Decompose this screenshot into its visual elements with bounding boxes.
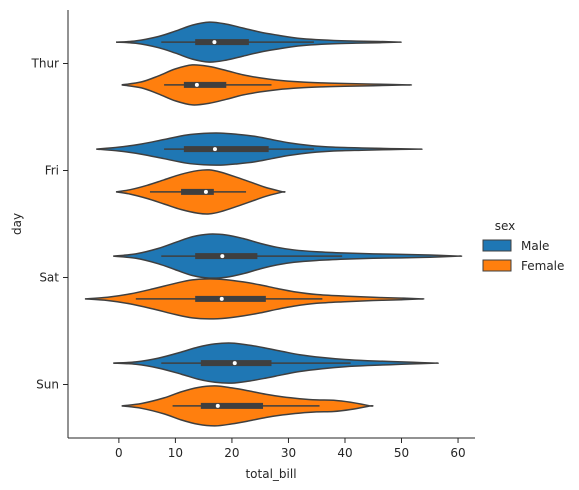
violin-iqr-box xyxy=(195,295,266,302)
x-ticks: 0 10 20 30 40 50 60 xyxy=(115,438,466,460)
violin-median-point xyxy=(232,361,237,366)
y-axis-label: day xyxy=(10,213,24,235)
x-tick: 10 xyxy=(168,438,183,460)
x-axis-label: total_bill xyxy=(245,467,296,481)
legend-item-male: Male xyxy=(482,239,549,253)
violin-iqr-box xyxy=(200,402,264,409)
violin-iqr-box xyxy=(195,39,249,46)
legend-swatch xyxy=(482,239,512,252)
x-tick-label: 50 xyxy=(394,446,409,460)
violin-female-thur xyxy=(121,64,413,106)
legend-items: Male Female xyxy=(482,239,564,273)
legend: sex Male Female xyxy=(482,219,564,273)
legend-label: Male xyxy=(521,239,549,253)
y-tick-label: Fri xyxy=(45,164,59,178)
x-tick: 60 xyxy=(450,438,466,460)
y-tick-label: Sun xyxy=(36,378,59,392)
violin-iqr-box xyxy=(183,146,269,153)
x-tick-label: 60 xyxy=(450,446,465,460)
violin-male-sat xyxy=(113,233,463,279)
violin-median-point xyxy=(219,296,224,301)
violin-female-sat xyxy=(84,278,425,320)
violin-male-fri xyxy=(96,132,423,166)
x-tick: 0 xyxy=(115,438,123,460)
legend-swatch xyxy=(482,259,512,272)
y-tick: Thur xyxy=(31,57,68,71)
legend-label: Female xyxy=(521,259,564,273)
violin-iqr-box xyxy=(181,188,214,195)
y-tick: Sun xyxy=(36,378,68,392)
violin-iqr-box xyxy=(183,81,227,88)
y-tick-label: Thur xyxy=(31,57,60,71)
violin-median-point xyxy=(212,147,217,152)
violin-female-sun xyxy=(121,385,374,427)
axes-layer xyxy=(67,10,475,439)
x-tick: 40 xyxy=(337,438,353,460)
legend-item-female: Female xyxy=(482,259,564,273)
x-tick-label: 40 xyxy=(337,446,352,460)
violin-female-fri xyxy=(115,169,286,215)
x-tick-label: 0 xyxy=(115,446,123,460)
x-tick: 30 xyxy=(281,438,296,460)
violin-iqr-box xyxy=(195,253,258,260)
violins-layer xyxy=(84,21,463,427)
y-tick: Fri xyxy=(45,164,68,178)
violin-male-thur xyxy=(116,21,402,63)
violin-median-point xyxy=(212,40,217,45)
x-tick-label: 30 xyxy=(281,446,296,460)
y-tick-label: Sat xyxy=(39,271,59,285)
violin-median-point xyxy=(215,403,220,408)
violin-median-point xyxy=(220,254,225,259)
violin-median-point xyxy=(194,82,199,87)
legend-title: sex xyxy=(495,219,516,233)
x-tick-label: 10 xyxy=(168,446,183,460)
violin-median-point xyxy=(203,189,208,194)
violin-male-sun xyxy=(113,342,440,384)
y-tick: Sat xyxy=(39,271,68,285)
x-tick-label: 20 xyxy=(224,446,239,460)
x-tick: 20 xyxy=(224,438,240,460)
y-ticks: Thur Fri Sat Sun xyxy=(31,57,68,392)
x-tick: 50 xyxy=(394,438,409,460)
